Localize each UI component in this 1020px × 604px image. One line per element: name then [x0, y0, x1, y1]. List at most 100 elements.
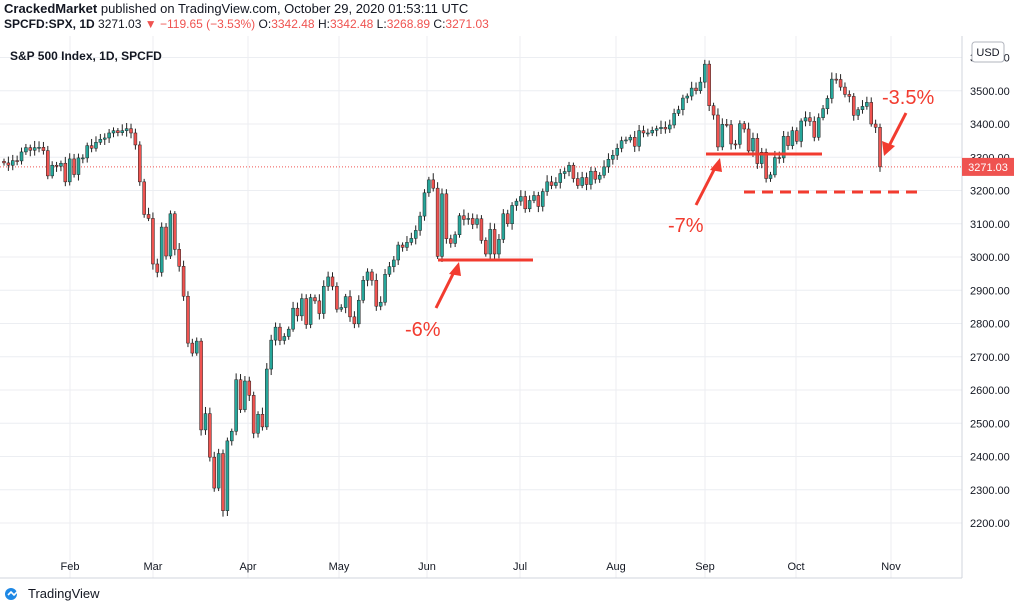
price-chart[interactable]: 2200.00 2300.00 2400.00 2500.00 2600.00 2700.… [0, 36, 1020, 584]
footer-branding[interactable]: TradingView [4, 586, 100, 601]
candle-body [580, 177, 584, 186]
candles [2, 59, 882, 517]
candle-body [676, 109, 681, 114]
candle-body [672, 113, 676, 126]
candle-body [221, 453, 225, 511]
candle-body [505, 213, 510, 224]
candle-body [632, 137, 637, 147]
chart-title: S&P 500 Index, 1D, SPCFD [10, 49, 162, 63]
candle-body [2, 160, 6, 164]
candle-body [593, 170, 598, 180]
candle-body [361, 280, 365, 301]
candle-body [790, 130, 795, 146]
candle-body [597, 174, 602, 180]
candle-body [878, 127, 882, 168]
candle-body [164, 226, 168, 257]
candle-body [720, 124, 725, 148]
candle-body [453, 234, 457, 244]
price-tick-label: 2500.00 [970, 418, 1010, 430]
time-axis[interactable]: Feb Mar Apr May Jun Jul Aug Sep Oct Nov [61, 561, 902, 573]
candle-body [540, 191, 545, 207]
candle-body [116, 130, 120, 133]
candle-body [637, 130, 641, 147]
candle-body [304, 298, 308, 325]
candle-body [98, 139, 103, 143]
candle-body [11, 160, 15, 166]
candle-body [668, 124, 672, 130]
currency-badge[interactable]: USD [971, 41, 1005, 63]
candle-body [186, 295, 190, 344]
candle-body [589, 170, 593, 185]
candle-body [803, 117, 808, 122]
candle-body [475, 218, 479, 225]
candle-body [181, 266, 186, 297]
candle-body [278, 326, 282, 341]
candle-body [808, 117, 812, 122]
candle-body [751, 138, 755, 152]
candle-body [742, 123, 746, 130]
price-axis[interactable]: 2200.00 2300.00 2400.00 2500.00 2600.00 2700.… [970, 53, 1010, 531]
candle-body [335, 286, 339, 310]
chart-grid [0, 36, 962, 578]
candle-body [85, 145, 89, 159]
candle-body [488, 229, 492, 255]
candle-body [681, 97, 685, 110]
price-tick-label: 3400.00 [970, 119, 1010, 131]
candle-body [151, 218, 155, 265]
candle-body [142, 181, 146, 215]
candle-body [37, 147, 41, 149]
candle-body [111, 130, 116, 134]
candle-body [300, 298, 304, 317]
candle-body [190, 342, 195, 354]
candle-body [510, 205, 514, 224]
close-value: 3271.03 [445, 17, 489, 31]
candle-body [435, 187, 440, 257]
time-tick-label: Jun [418, 561, 436, 573]
currency-label: USD [976, 47, 999, 59]
candle-body [830, 78, 834, 99]
candle-body [795, 130, 799, 142]
candle-body [321, 286, 326, 314]
candle-body [378, 301, 383, 307]
candle-body [102, 137, 107, 140]
candle-body [94, 142, 98, 149]
candle-body [67, 158, 72, 183]
candle-body [46, 150, 50, 177]
candle-body [746, 128, 751, 152]
candle-body [409, 238, 414, 243]
candle-body [689, 87, 694, 97]
candle-body [457, 215, 462, 235]
candle-body [519, 196, 523, 202]
candle-body [479, 218, 484, 241]
candle-body [216, 453, 221, 489]
open-label: O: [258, 17, 272, 31]
candle-body [177, 249, 181, 267]
candle-body [768, 174, 773, 179]
candle-body [497, 239, 501, 255]
candle-body [365, 271, 370, 281]
price-change: −119.65 (−3.53%) [160, 17, 256, 31]
candle-body [654, 128, 659, 131]
candle-body [313, 297, 317, 302]
candle-body [729, 124, 733, 145]
arrow-june [434, 269, 457, 309]
candle-body [615, 148, 619, 156]
candle-body [291, 307, 295, 330]
candle-body [194, 340, 199, 354]
candle-body [755, 138, 760, 164]
author-name[interactable]: CrackedMarket [4, 1, 98, 16]
candle-body [698, 81, 703, 92]
arrow-oct [886, 112, 908, 149]
candle-body [238, 379, 243, 410]
candle-body [812, 121, 817, 138]
candle-body [243, 380, 247, 410]
candle-body [32, 147, 37, 151]
candle-body [576, 178, 580, 186]
candle-body [624, 139, 628, 142]
candle-body [59, 162, 63, 167]
candle-body [427, 179, 431, 194]
candle-body [352, 316, 357, 325]
candle-body [256, 414, 260, 434]
candle-body [514, 200, 519, 206]
candle-body [63, 162, 68, 183]
